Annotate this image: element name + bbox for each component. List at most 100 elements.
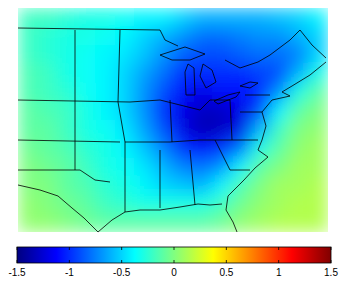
cell	[231, 157, 251, 176]
cell	[154, 139, 174, 158]
cell	[173, 27, 193, 46]
cell	[18, 8, 38, 27]
cell	[37, 101, 57, 120]
cell	[231, 27, 251, 46]
cell	[57, 8, 77, 27]
colorbar-tick	[278, 260, 279, 263]
cell	[134, 213, 154, 232]
cell	[134, 83, 154, 102]
cell	[212, 213, 232, 232]
cell	[309, 139, 328, 158]
cell	[212, 139, 232, 158]
cell	[251, 8, 271, 27]
cell	[251, 176, 271, 195]
cell	[57, 157, 77, 176]
cell	[37, 157, 57, 176]
cell	[57, 64, 77, 83]
colorbar-tick	[69, 260, 70, 263]
cell	[289, 157, 309, 176]
cell	[57, 83, 77, 102]
cell	[96, 176, 116, 195]
cell	[309, 195, 328, 214]
cell	[173, 64, 193, 83]
lake	[185, 64, 195, 95]
cell	[134, 45, 154, 64]
cell	[212, 120, 232, 139]
cell	[289, 120, 309, 139]
cell	[289, 101, 309, 120]
colorbar-tick-label: 0.5	[219, 267, 233, 278]
cell	[270, 83, 290, 102]
lake	[200, 64, 216, 88]
boundary	[125, 100, 258, 142]
cell	[231, 120, 251, 139]
cell	[289, 8, 309, 27]
cell	[115, 120, 135, 139]
cell	[212, 176, 232, 195]
cell	[270, 8, 290, 27]
cell	[18, 157, 38, 176]
cell	[18, 83, 38, 102]
colorbar-tick	[69, 247, 70, 250]
boundary	[75, 30, 125, 212]
cell	[289, 195, 309, 214]
cell	[270, 27, 290, 46]
cell	[154, 176, 174, 195]
cell	[115, 45, 135, 64]
cell	[289, 176, 309, 195]
cell	[192, 27, 212, 46]
field-clip	[18, 8, 328, 232]
cell	[57, 45, 77, 64]
colorbar-tick	[17, 247, 18, 250]
cell	[212, 101, 232, 120]
cell	[270, 213, 290, 232]
cell	[96, 120, 116, 139]
cell	[18, 64, 38, 83]
cell	[115, 8, 135, 27]
cell	[192, 101, 212, 120]
cell	[37, 27, 57, 46]
boundary	[240, 95, 270, 112]
cell	[270, 120, 290, 139]
cell	[173, 83, 193, 102]
cell	[231, 139, 251, 158]
cell	[192, 157, 212, 176]
cell	[96, 45, 116, 64]
cell	[18, 101, 38, 120]
cell	[289, 45, 309, 64]
cell	[212, 27, 232, 46]
cell	[37, 213, 57, 232]
cell	[192, 176, 212, 195]
cell	[76, 195, 96, 214]
cell	[57, 120, 77, 139]
cell	[270, 101, 290, 120]
cell	[251, 139, 271, 158]
cell	[251, 157, 271, 176]
cell	[57, 139, 77, 158]
cell	[37, 120, 57, 139]
cell	[76, 213, 96, 232]
cell	[289, 139, 309, 158]
cell	[154, 8, 174, 27]
cell	[270, 45, 290, 64]
cell	[134, 101, 154, 120]
boundary	[160, 100, 195, 208]
cell	[173, 176, 193, 195]
cell	[134, 157, 154, 176]
cell	[96, 101, 116, 120]
cell	[154, 213, 174, 232]
cell	[96, 213, 116, 232]
cell	[309, 8, 328, 27]
boundary	[200, 100, 250, 170]
cell	[37, 139, 57, 158]
cell	[154, 83, 174, 102]
cell	[37, 8, 57, 27]
cell	[309, 213, 328, 232]
cell	[231, 8, 251, 27]
cell	[134, 120, 154, 139]
cell	[18, 120, 38, 139]
cell	[212, 83, 232, 102]
cell	[57, 27, 77, 46]
cell	[76, 64, 96, 83]
cell	[57, 101, 77, 120]
